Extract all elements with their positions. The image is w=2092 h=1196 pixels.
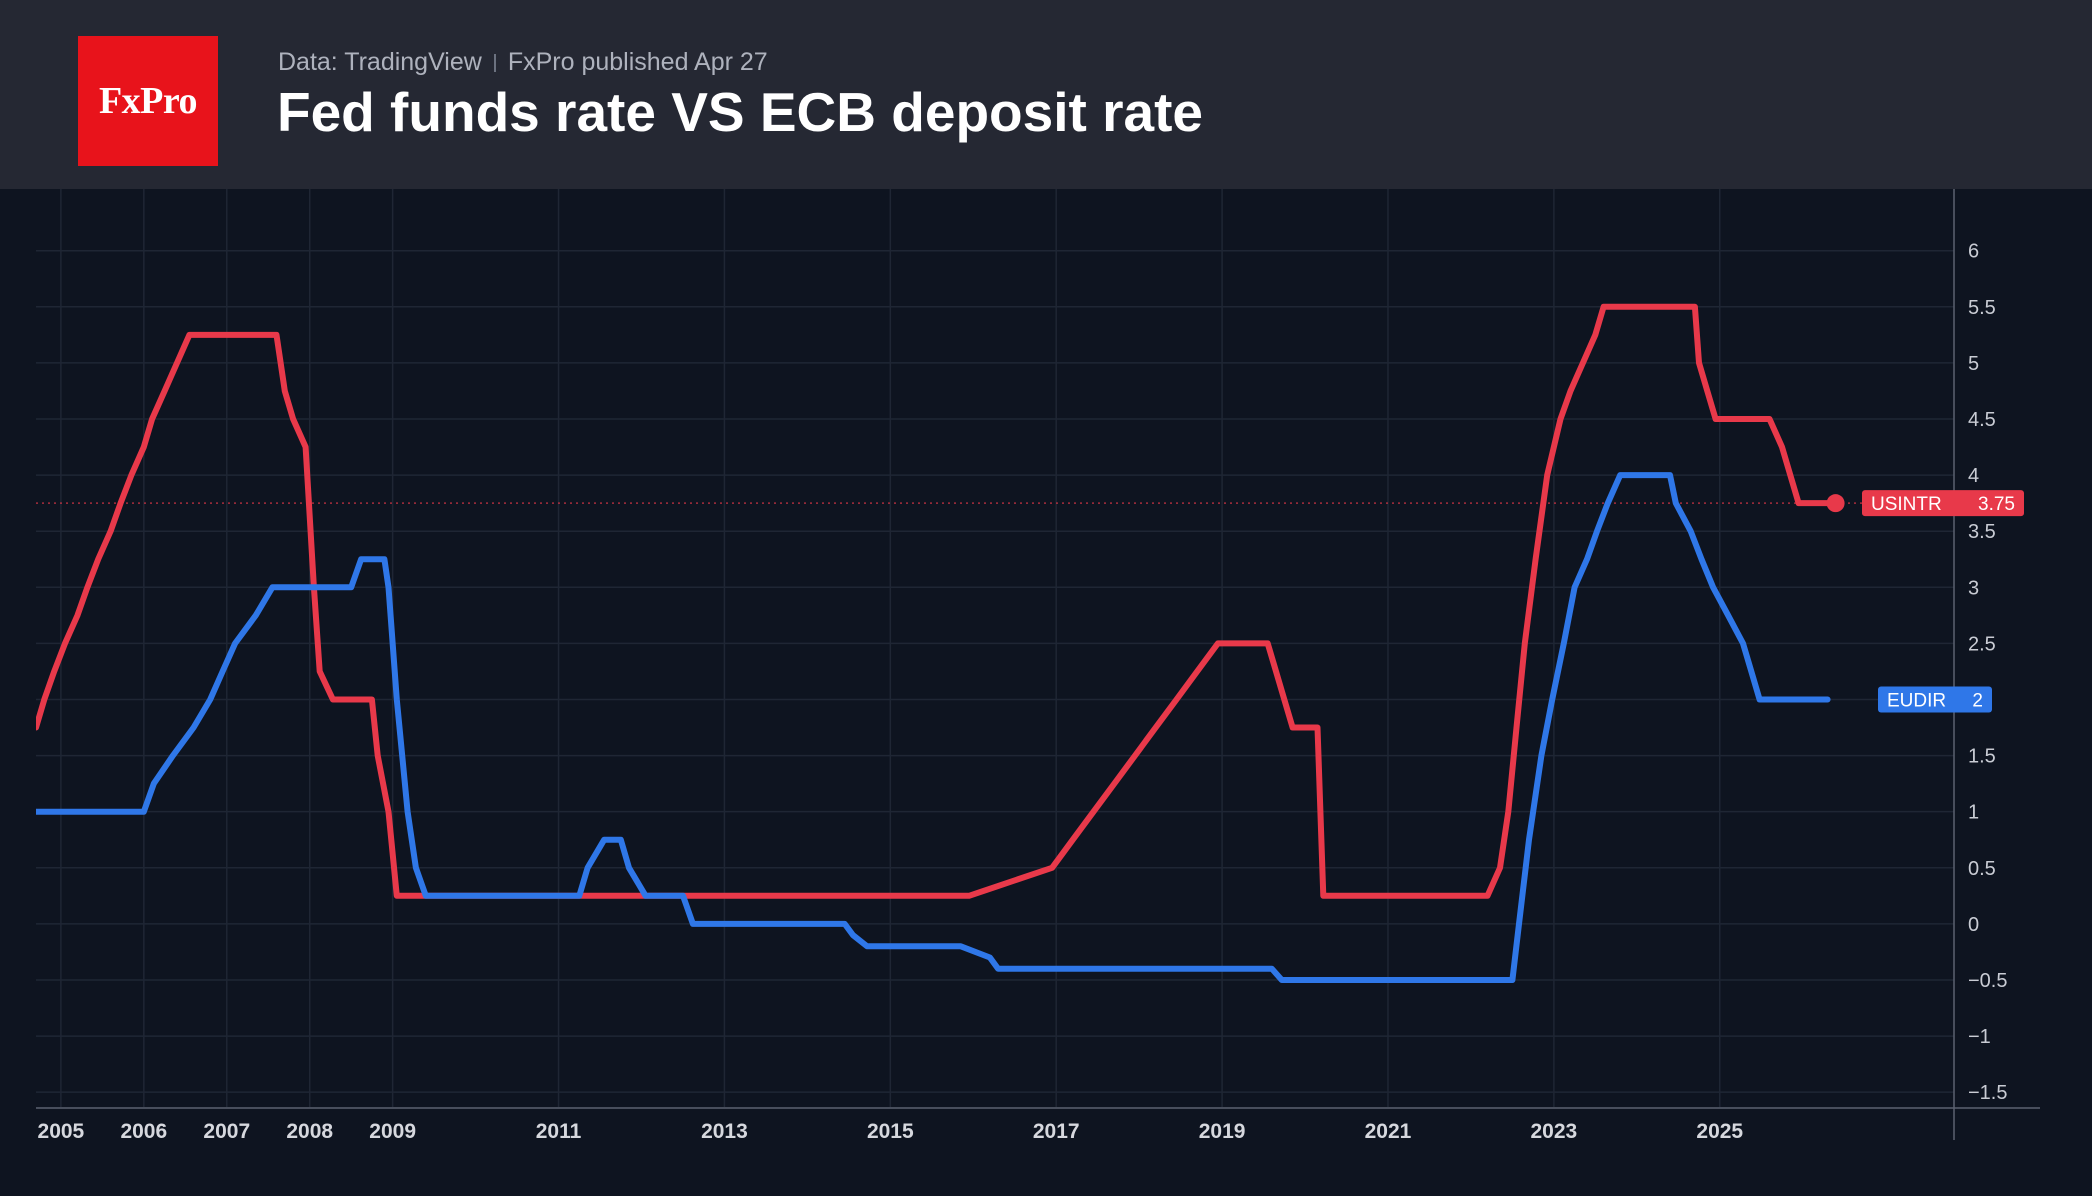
x-tick-label: 2009	[369, 1120, 416, 1143]
x-tick-label: 2025	[1696, 1120, 1743, 1143]
x-tick-label: 2011	[536, 1120, 582, 1143]
badge-series-value: 3.75	[1978, 494, 2015, 515]
y-tick-label: 5.5	[1968, 297, 1996, 319]
last-value-badges: USINTR 3.75 EUDIR 2	[1862, 490, 2024, 713]
source-line: Data: TradingView FxPro published Apr 27	[278, 48, 768, 77]
logo-text: FxPro	[98, 80, 198, 122]
x-tick-label: 2006	[120, 1120, 167, 1143]
axes	[36, 189, 2040, 1140]
y-tick-label: 5	[1968, 353, 1979, 375]
badge-series-value: 2	[1972, 690, 1983, 711]
separator	[493, 54, 496, 73]
chart-title: Fed funds rate VS ECB deposit rate	[277, 81, 1204, 143]
data-source: Data: TradingView	[278, 48, 482, 76]
x-axis-ticks: 2005 2006 2007 2008 2009 2011 2013 2015 2017 2019…	[38, 1120, 1744, 1143]
y-tick-label: 6	[1968, 241, 1979, 263]
fxpro-logo: FxPro	[78, 36, 218, 166]
x-tick-label: 2021	[1365, 1120, 1412, 1143]
x-tick-label: 2015	[867, 1120, 914, 1143]
series-line-usintr	[36, 303, 1831, 899]
x-tick-label: 2005	[38, 1120, 85, 1143]
badge-usintr: USINTR 3.75	[1862, 490, 2024, 517]
header-bar: FxPro Data: TradingView FxPro published A…	[0, 0, 2092, 189]
x-tick-label: 2019	[1199, 1120, 1246, 1143]
y-tick-label: −1.5	[1968, 1082, 2007, 1104]
series-line-eudir	[36, 472, 1831, 983]
x-tick-label: 2008	[286, 1120, 333, 1143]
x-tick-label: 2023	[1531, 1120, 1578, 1143]
y-tick-label: 3	[1968, 577, 1979, 599]
y-tick-label: −0.5	[1968, 970, 2007, 992]
badge-series-name: EUDIR	[1887, 690, 1946, 711]
badge-background	[1878, 686, 1992, 713]
badge-eudir: EUDIR 2	[1878, 686, 1992, 713]
x-tick-label: 2007	[203, 1120, 250, 1143]
y-tick-label: 1	[1968, 802, 1979, 824]
y-tick-label: 0	[1968, 914, 1979, 936]
badge-series-name: USINTR	[1871, 494, 1942, 515]
y-tick-label: −1	[1968, 1026, 1991, 1048]
x-tick-label: 2017	[1033, 1120, 1080, 1143]
y-tick-label: 4	[1968, 465, 1979, 487]
y-tick-label: 3.5	[1968, 521, 1996, 543]
series-layer	[36, 303, 1862, 983]
y-tick-label: 0.5	[1968, 858, 1996, 880]
usintr-endpoint-dot	[1826, 494, 1845, 513]
y-tick-label: 1.5	[1968, 746, 1996, 768]
badge-background	[1862, 490, 2024, 517]
y-axis-ticks: 6 5.5 5 4.5 4 3.5 3 2.5 2 1.5 1 0.5 0 −0.5 −1 −1.5	[1968, 241, 2007, 1104]
y-tick-label: 2.5	[1968, 633, 1996, 655]
x-tick-label: 2013	[701, 1120, 748, 1143]
y-tick-label: 4.5	[1968, 409, 1996, 431]
published-date: FxPro published Apr 27	[507, 48, 768, 76]
